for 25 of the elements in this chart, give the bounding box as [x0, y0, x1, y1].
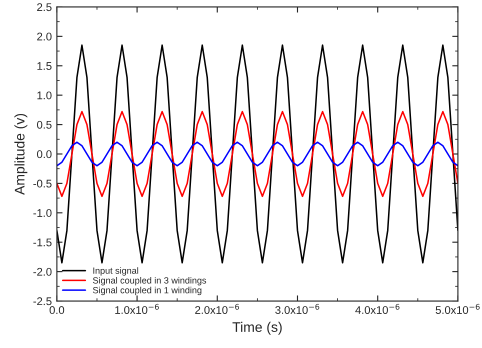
x-tick-label: 1.0x10$^{−6}$: [115, 304, 159, 314]
y-tick-label: 1.0: [37, 91, 52, 100]
y-tick-label: 2.0: [37, 32, 52, 40]
line-series: [56, 141, 458, 167]
y-tick-label: -1.5: [33, 238, 52, 246]
x-tick-label: 0.0: [50, 306, 64, 314]
legend-label: Signal coupled in 3 windings: [92, 276, 206, 286]
y-tick-label: -2.0: [33, 268, 52, 276]
x-tick-label: 2.0x10$^{−6}$: [195, 304, 240, 314]
x-tick-label: 5.0x10$^{−6}$: [436, 304, 480, 314]
y-axis-title: Amplitude (v): [14, 114, 28, 195]
x-tick-label: 4.0x10$^{−6}$: [355, 304, 400, 314]
x-axis-title: Time (s): [232, 322, 282, 335]
y-tick-label: -0.5: [33, 180, 52, 188]
line-series: [56, 44, 458, 264]
x-tick-label: 3.0x10$^{−6}$: [275, 304, 320, 314]
y-tick-label: 0.0: [37, 150, 52, 158]
y-tick-label: -2.5: [33, 297, 52, 306]
legend-label: Input signal: [93, 267, 138, 276]
y-tick-label: 2.5: [37, 3, 52, 12]
y-tick-label: 0.5: [37, 120, 52, 129]
legend-label: Signal coupled in 1 winding: [92, 286, 202, 296]
y-tick-label: -1.0: [33, 209, 52, 217]
line-series: [56, 110, 458, 198]
y-tick-label: 1.5: [37, 62, 52, 70]
